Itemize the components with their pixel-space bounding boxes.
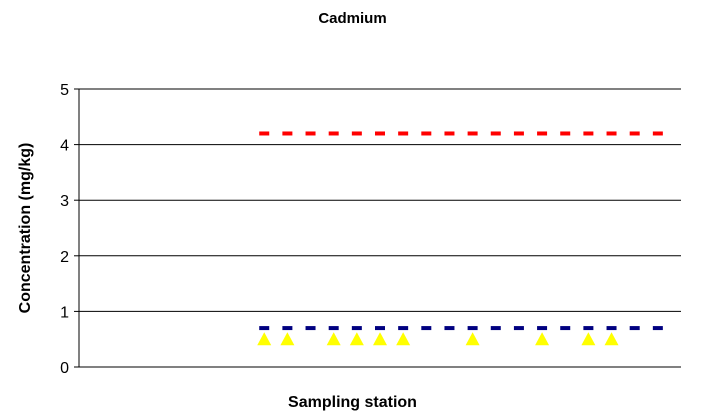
data-point [606,326,617,331]
data-point [490,326,501,331]
data-point [513,131,524,136]
data-point [652,131,663,136]
y-tick-label: 0 [60,360,69,377]
data-point [282,131,293,136]
data-point [535,332,550,346]
data-point [328,131,339,136]
data-point [604,332,619,346]
data-point [396,332,411,346]
data-point [305,131,316,136]
data-point [537,131,548,136]
data-point [398,131,409,136]
data-point [652,326,663,331]
data-point [583,131,594,136]
data-point [537,326,548,331]
y-tick-label: 5 [60,82,69,99]
data-point [444,326,455,331]
y-tick-label: 3 [60,193,69,210]
data-point [351,131,362,136]
data-point [259,131,270,136]
data-point [421,326,432,331]
y-tick-label: 1 [60,304,69,321]
data-point [375,131,385,136]
data-point [305,326,316,331]
data-point [513,326,524,331]
data-point [444,131,455,136]
data-point [490,131,501,136]
data-point [467,326,478,331]
y-axis-label: Concentration (mg/kg) [17,142,34,314]
data-point [421,131,432,136]
data-point [351,326,362,331]
y-tick-label: 2 [60,249,69,266]
data-point [280,332,295,346]
data-point [375,326,385,331]
data-point [282,326,293,331]
data-point [326,332,341,346]
data-point [581,332,596,346]
data-point [629,326,640,331]
x-axis-label: Sampling station [288,394,417,411]
data-point [373,332,387,346]
data-point [606,131,617,136]
data-point [349,332,364,346]
data-point [328,326,339,331]
data-point [467,131,478,136]
y-tick-label: 4 [60,138,69,155]
data-point [629,131,640,136]
data-point [560,326,571,331]
data-point [398,326,409,331]
chart-title: Cadmium [318,10,387,27]
data-point [560,131,571,136]
data-point [583,326,594,331]
data-point [259,326,270,331]
data-point [257,332,272,346]
data-point [465,332,480,346]
